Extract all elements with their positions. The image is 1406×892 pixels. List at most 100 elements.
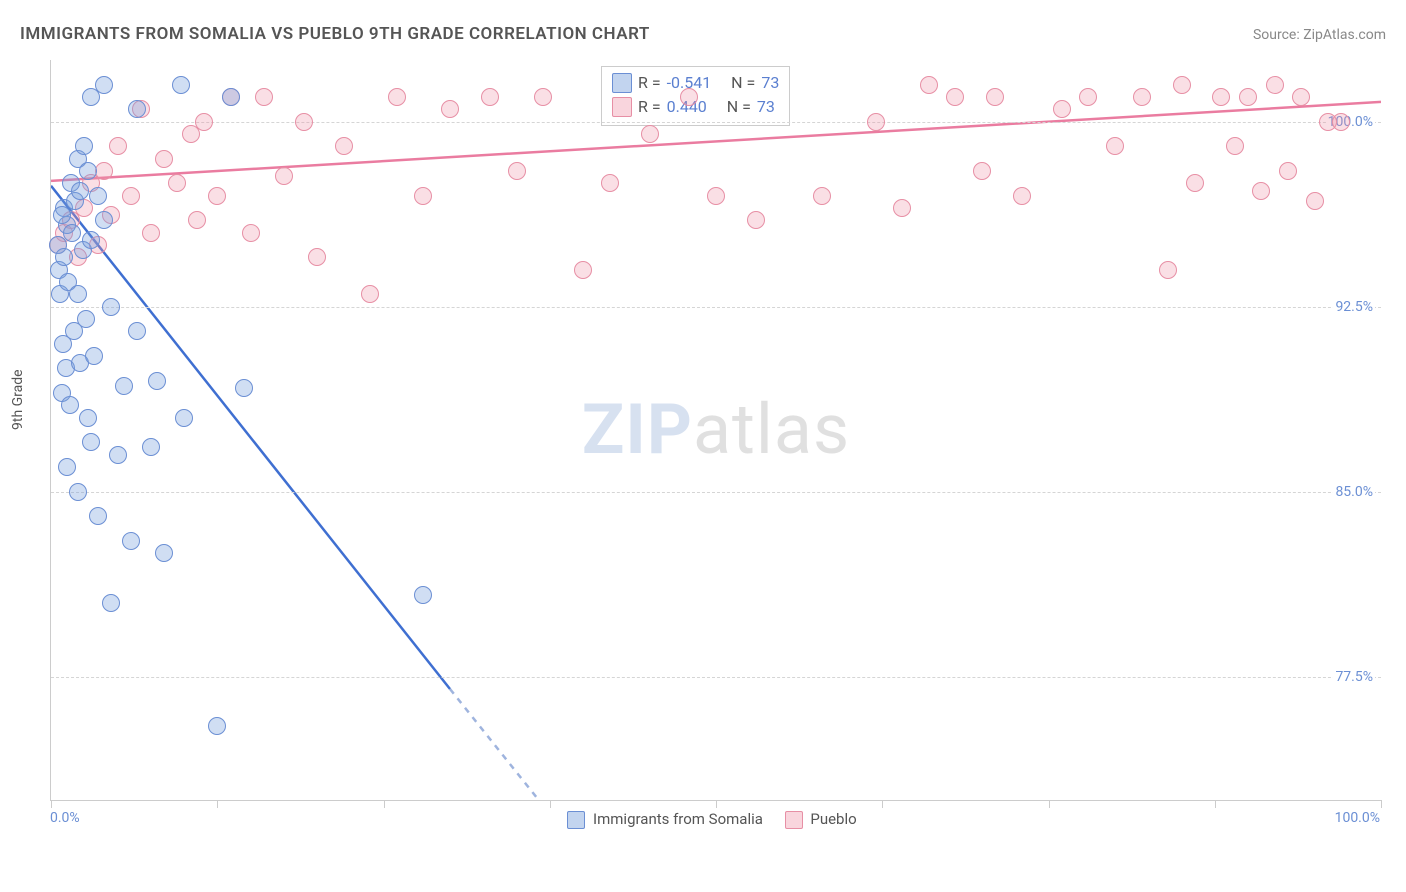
- data-point-pink: [893, 199, 911, 217]
- data-point-blue: [175, 409, 193, 427]
- r-label: R =: [638, 71, 661, 95]
- y-tick-label: 92.5%: [1333, 299, 1375, 315]
- data-point-pink: [168, 174, 186, 192]
- data-point-pink: [534, 88, 552, 106]
- data-point-pink: [1212, 88, 1230, 106]
- source-attribution: Source: ZipAtlas.com: [1253, 27, 1386, 43]
- scatter-chart: ZIPatlas R = -0.541 N = 73 R = 0.440 N =…: [50, 60, 1381, 801]
- data-point-blue: [102, 298, 120, 316]
- data-point-pink: [208, 187, 226, 205]
- data-point-blue: [61, 396, 79, 414]
- data-point-pink: [195, 113, 213, 131]
- data-point-pink: [1106, 137, 1124, 155]
- trend-lines: [51, 60, 1381, 800]
- data-point-pink: [1186, 174, 1204, 192]
- data-point-pink: [335, 137, 353, 155]
- watermark: ZIPatlas: [582, 389, 850, 471]
- x-tick: [1381, 800, 1382, 808]
- data-point-blue: [208, 717, 226, 735]
- data-point-blue: [148, 372, 166, 390]
- data-point-blue: [58, 458, 76, 476]
- data-point-pink: [188, 211, 206, 229]
- n-label: N =: [731, 71, 755, 95]
- data-point-pink: [1279, 162, 1297, 180]
- data-point-blue: [63, 224, 81, 242]
- data-point-pink: [641, 125, 659, 143]
- data-point-pink: [986, 88, 1004, 106]
- data-point-blue: [53, 206, 71, 224]
- data-point-pink: [441, 100, 459, 118]
- data-point-pink: [142, 224, 160, 242]
- data-point-pink: [813, 187, 831, 205]
- x-tick: [51, 800, 52, 808]
- watermark-zip: ZIP: [582, 389, 693, 471]
- data-point-pink: [1332, 113, 1350, 131]
- x-tick: [550, 800, 551, 808]
- x-tick: [716, 800, 717, 808]
- data-point-pink: [973, 162, 991, 180]
- data-point-blue: [222, 88, 240, 106]
- data-point-pink: [1173, 76, 1191, 94]
- data-point-pink: [920, 76, 938, 94]
- data-point-blue: [79, 409, 97, 427]
- legend-swatch-blue: [612, 73, 632, 93]
- data-point-pink: [295, 113, 313, 131]
- data-point-blue: [85, 347, 103, 365]
- data-point-pink: [388, 88, 406, 106]
- data-point-blue: [128, 322, 146, 340]
- data-point-blue: [95, 76, 113, 94]
- x-tick: [1215, 800, 1216, 808]
- data-point-pink: [574, 261, 592, 279]
- data-point-pink: [1239, 88, 1257, 106]
- data-point-blue: [55, 248, 73, 266]
- data-point-blue: [79, 162, 97, 180]
- y-tick-label: 85.0%: [1333, 484, 1375, 500]
- data-point-pink: [1079, 88, 1097, 106]
- data-point-blue: [82, 231, 100, 249]
- data-point-blue: [75, 137, 93, 155]
- data-point-pink: [1013, 187, 1031, 205]
- r-label: R =: [638, 95, 661, 119]
- data-point-pink: [275, 167, 293, 185]
- data-point-blue: [89, 507, 107, 525]
- data-point-blue: [414, 586, 432, 604]
- data-point-pink: [308, 248, 326, 266]
- bottom-legend: Immigrants from Somalia Pueblo: [0, 810, 1406, 829]
- grid-line: [51, 677, 1381, 678]
- legend-swatch-pink: [612, 97, 632, 117]
- data-point-pink: [1306, 192, 1324, 210]
- data-point-blue: [122, 532, 140, 550]
- data-point-pink: [361, 285, 379, 303]
- data-point-blue: [128, 100, 146, 118]
- data-point-blue: [172, 76, 190, 94]
- data-point-blue: [95, 211, 113, 229]
- data-point-pink: [1266, 76, 1284, 94]
- data-point-pink: [946, 88, 964, 106]
- data-point-blue: [82, 433, 100, 451]
- legend-swatch-blue-icon: [567, 811, 585, 829]
- data-point-blue: [89, 187, 107, 205]
- data-point-pink: [155, 150, 173, 168]
- data-point-pink: [255, 88, 273, 106]
- data-point-pink: [601, 174, 619, 192]
- chart-title: IMMIGRANTS FROM SOMALIA VS PUEBLO 9TH GR…: [20, 24, 650, 44]
- data-point-pink: [867, 113, 885, 131]
- data-point-pink: [680, 88, 698, 106]
- legend-label-b: Pueblo: [810, 810, 856, 828]
- data-point-blue: [109, 446, 127, 464]
- data-point-blue: [69, 483, 87, 501]
- data-point-pink: [707, 187, 725, 205]
- data-point-pink: [1133, 88, 1151, 106]
- data-point-pink: [1226, 137, 1244, 155]
- data-point-pink: [747, 211, 765, 229]
- y-axis-title: 9th Grade: [10, 369, 26, 430]
- source-link[interactable]: ZipAtlas.com: [1303, 27, 1386, 43]
- x-tick: [1049, 800, 1050, 808]
- data-point-blue: [142, 438, 160, 456]
- watermark-atlas: atlas: [693, 389, 850, 471]
- data-point-blue: [71, 182, 89, 200]
- data-point-pink: [414, 187, 432, 205]
- grid-line: [51, 122, 1381, 123]
- x-tick: [384, 800, 385, 808]
- n-value-blue: 73: [761, 71, 779, 95]
